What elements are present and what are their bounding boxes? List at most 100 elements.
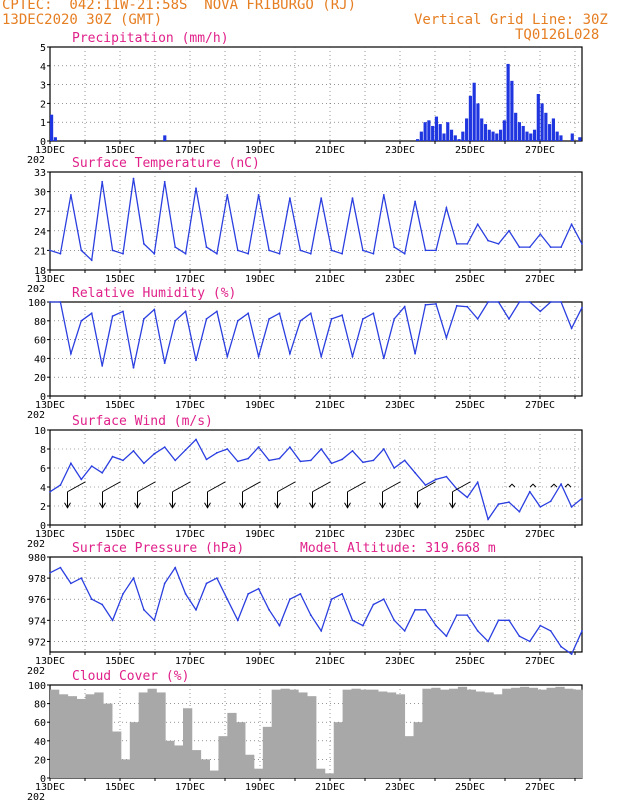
- rh-series-line: [50, 301, 583, 368]
- wind-arrow-head: [169, 502, 176, 509]
- wind-point: [205, 458, 208, 461]
- precip-bar: [544, 112, 548, 141]
- rh-ytick-label: 20: [34, 373, 46, 384]
- wind-arrow-icon: [309, 481, 331, 509]
- wind-point: [195, 438, 197, 441]
- wind-arrow-small-icon: [564, 483, 572, 488]
- temp-xtick-label: 27DEC: [525, 274, 555, 285]
- precip-bar: [472, 82, 476, 141]
- wind-ytick-label: 2: [40, 502, 46, 513]
- press-xtick-label: 19DEC: [245, 656, 275, 667]
- temp-point: [382, 194, 385, 196]
- press-point: [195, 608, 197, 611]
- precip-bar: [559, 135, 563, 141]
- header-grid-note: Vertical Grid Line: 30Z: [414, 12, 608, 28]
- wind-xtick-label: 21DEC: [315, 529, 345, 540]
- precip-bar: [540, 103, 544, 141]
- wind-point: [435, 478, 437, 481]
- cloud-bar: [342, 689, 352, 778]
- press-point: [247, 593, 250, 595]
- precip-bar: [551, 118, 555, 141]
- precip-bar: [510, 80, 514, 141]
- wind-point: [445, 475, 448, 478]
- precip-bar: [480, 118, 484, 141]
- temp-point: [528, 246, 531, 249]
- wind-arrow-icon: [99, 481, 121, 509]
- cloud-bar: [129, 722, 140, 778]
- rh-xtick-label: 19DEC: [245, 400, 275, 411]
- wind-point: [382, 448, 385, 450]
- precip-bar: [427, 120, 431, 141]
- press-point: [539, 624, 542, 627]
- press-ytick-label: 980: [28, 553, 46, 564]
- rh-point: [341, 314, 343, 317]
- cloud-bar: [528, 687, 539, 778]
- press-point: [560, 645, 562, 648]
- press-altitude-label: Model Altitude: 319.668 m: [300, 541, 496, 556]
- cloud-xtick-label: 25DEC: [455, 782, 485, 793]
- precip-bar: [461, 131, 465, 141]
- temp-xtick-label: 21DEC: [315, 274, 345, 285]
- cloud-bar: [307, 696, 317, 778]
- precip-bar: [570, 133, 574, 141]
- temp-point: [268, 249, 270, 252]
- temp-point: [70, 194, 72, 196]
- cloud-bar: [413, 722, 423, 778]
- press-point: [476, 630, 479, 632]
- header-station: CPTEC: 042:11W-21:58S NOVA FRIBURGO (RJ): [2, 0, 357, 13]
- press-ytick-label: 972: [28, 637, 46, 648]
- temp-point: [184, 252, 187, 255]
- cloud-bar: [218, 736, 228, 778]
- temp-point: [309, 252, 312, 255]
- temp-point: [174, 246, 177, 249]
- wind-point: [90, 465, 93, 467]
- wind-ytick-label: 6: [40, 464, 46, 475]
- cloud-bar: [395, 694, 406, 778]
- precip-bar: [442, 133, 446, 141]
- wind-arrow-icon: [414, 481, 436, 509]
- rh-xtick-label: 27DEC: [525, 400, 555, 411]
- wind-point: [581, 497, 583, 500]
- precip-xtick-label: 27DEC: [525, 145, 555, 156]
- wind-point: [362, 461, 364, 464]
- wind-arrow-shaft: [207, 481, 226, 493]
- wind-point: [518, 510, 521, 513]
- precip-bar: [453, 135, 457, 141]
- precip-bar: [555, 131, 559, 141]
- rh-year-label: 202: [27, 410, 45, 421]
- temp-point: [216, 252, 218, 255]
- precip-bar: [465, 118, 469, 141]
- press-point: [508, 619, 510, 622]
- precip-bar: [525, 131, 529, 141]
- precip-ytick-label: 2: [40, 99, 46, 110]
- rh-point: [570, 327, 573, 330]
- wind-point: [111, 455, 114, 458]
- rh-point: [49, 301, 51, 303]
- cloud-bar: [546, 687, 556, 778]
- wind-arrow-head: [449, 502, 456, 509]
- cloud-bar: [564, 688, 574, 778]
- temp-xtick-label: 17DEC: [175, 274, 205, 285]
- rh-ytick-label: 60: [34, 336, 46, 347]
- rh-point: [226, 355, 229, 358]
- wind-point: [330, 462, 333, 465]
- cloud-bar: [360, 689, 370, 778]
- rh-point: [247, 312, 250, 315]
- rh-point: [101, 365, 104, 367]
- cloud-bar: [573, 689, 583, 778]
- press-point: [351, 619, 354, 622]
- temp-point: [49, 249, 51, 252]
- cloud-bar: [289, 689, 299, 778]
- precip-bar: [498, 129, 503, 141]
- press-ytick-label: 978: [28, 574, 46, 585]
- wind-arrow-head: [414, 502, 421, 509]
- rh-point: [330, 318, 333, 320]
- rh-point: [549, 301, 552, 303]
- cloud-bar: [369, 689, 379, 778]
- temp-point: [341, 252, 343, 255]
- cloud-bar: [431, 687, 441, 778]
- cloud-bar: [324, 773, 335, 778]
- temp-point: [153, 252, 156, 255]
- press-point: [49, 571, 51, 574]
- temp-point: [59, 252, 62, 255]
